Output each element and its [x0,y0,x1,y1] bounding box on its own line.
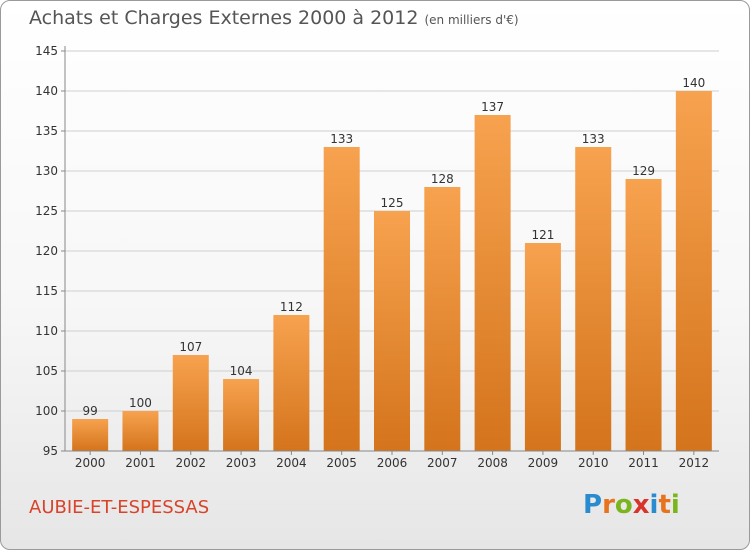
logo-letter: o [614,490,633,520]
x-tick-label-2002: 2002 [175,456,206,470]
logo-letter: i [670,490,680,520]
bar-2004 [273,315,310,451]
bar-2001 [122,411,159,451]
bar-2012 [675,91,712,451]
bar-2009 [524,243,561,451]
data-label-2005: 133 [330,132,353,146]
bar-2006 [374,211,410,451]
y-tick-label: 115 [35,284,58,298]
x-tick-label-2008: 2008 [477,456,508,470]
bar-2005 [323,147,360,451]
data-label-2010: 133 [582,132,605,146]
bar-2000 [72,419,109,451]
logo-letter: x [632,490,650,520]
data-label-2011: 129 [632,164,655,178]
x-tick-label-2005: 2005 [326,456,357,470]
data-label-2008: 137 [481,100,504,114]
x-tick-label-2003: 2003 [226,456,257,470]
x-tick-label-2001: 2001 [125,456,156,470]
chart-title-unit: (en milliers d'€) [424,13,519,27]
logo-letter: t [658,490,671,520]
x-tick-label-2006: 2006 [377,456,408,470]
chart-title: Achats et Charges Externes 2000 à 2012 (e… [29,7,519,29]
logo-letter: r [602,490,615,520]
commune-name: AUBIE-ET-ESPESSAS [29,497,210,518]
x-tick-label-2009: 2009 [528,456,559,470]
x-tick-label-2004: 2004 [276,456,307,470]
y-tick-label: 105 [35,364,58,378]
y-tick-label: 135 [35,124,58,138]
y-axis-ticks: 95 100 105 110 115 120 125 130 135 140 145 [35,44,65,458]
y-tick-label: 95 [43,444,58,458]
bars [72,91,712,451]
data-label-2007: 128 [431,172,454,186]
logo-letter: P [583,490,603,520]
x-tick-label-2000: 2000 [75,456,106,470]
x-tick-label-2010: 2010 [578,456,609,470]
y-tick-label: 120 [35,244,58,258]
y-tick-label: 130 [35,164,58,178]
bar-2002 [172,355,209,451]
data-labels: 99 100 107 104 112 133 125 128 137 121 133 129 140 [83,76,706,418]
data-label-2012: 140 [682,76,705,90]
data-label-2004: 112 [280,300,303,314]
y-tick-label: 145 [35,44,58,58]
proxiti-logo: Proxiti [583,490,680,520]
logo-letter: i [649,490,659,520]
axes [64,46,719,452]
bar-2010 [575,147,612,451]
chart-title-main: Achats et Charges Externes 2000 à 2012 [29,7,419,29]
y-tick-label: 100 [35,404,58,418]
bar-2011 [625,179,662,451]
data-label-2003: 104 [230,364,253,378]
data-label-2002: 107 [179,340,202,354]
data-label-2001: 100 [129,396,152,410]
x-tick-label-2011: 2011 [628,456,659,470]
x-tick-label-2012: 2012 [679,456,710,470]
bar-2008 [474,115,511,451]
y-tick-label: 110 [35,324,58,338]
bar-2007 [424,187,461,451]
data-label-2006: 125 [381,196,404,210]
data-label-2000: 99 [83,404,98,418]
y-tick-label: 125 [35,204,58,218]
x-axis-ticks: 2000 2001 2002 2003 2004 2005 2006 2007 2008 2009… [75,451,709,470]
data-label-2009: 121 [531,228,554,242]
y-tick-label: 140 [35,84,58,98]
x-tick-label-2007: 2007 [427,456,458,470]
bar-2003 [223,379,260,451]
